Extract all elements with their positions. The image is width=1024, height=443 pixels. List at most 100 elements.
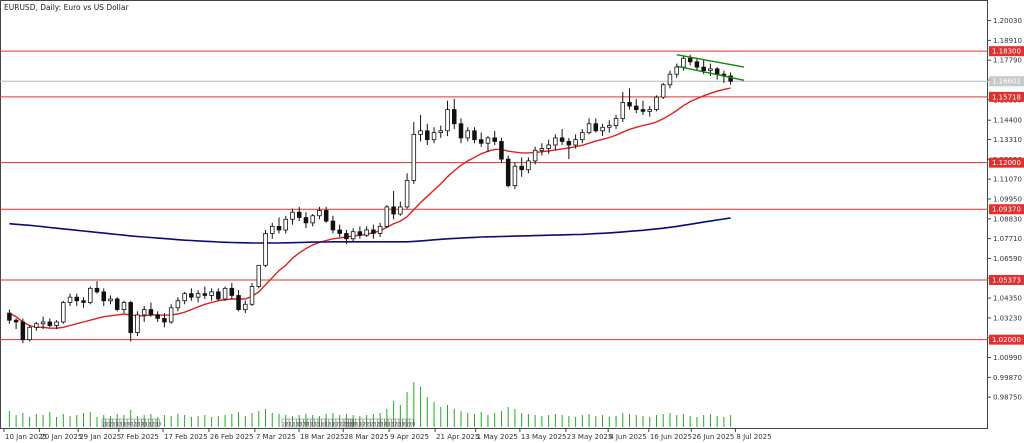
y-tick-label: 1.00990 (993, 354, 1022, 362)
candle-bearish (559, 137, 565, 142)
candle-bullish (34, 323, 39, 328)
candle-bearish (216, 291, 221, 300)
candle-bullish (195, 293, 201, 298)
candle-bearish (458, 123, 464, 139)
candle-bullish (168, 307, 174, 323)
channel-lower-line (676, 65, 745, 82)
candle-bearish (81, 300, 86, 303)
candle-bearish (499, 141, 504, 160)
y-tick-label: 1.06590 (993, 255, 1022, 263)
candle-bullish (580, 132, 585, 141)
candle-bullish (485, 137, 491, 144)
volume-label: 16 (389, 422, 395, 427)
candle-bullish (121, 302, 127, 310)
y-tick-label: 1.18910 (993, 37, 1022, 45)
volume-label: 18 (153, 422, 159, 427)
chart-title: EURUSD, Daily: Euro vs US Dollar (4, 3, 129, 12)
level-price-label: 1.15718 (992, 93, 1021, 101)
ma-slow-line (9, 217, 731, 244)
candle-bullish (431, 132, 437, 141)
x-tick-label: 28 Mar 2025 (344, 433, 388, 441)
current-price-tag (989, 76, 1024, 87)
candle-bullish (310, 215, 315, 224)
y-tick-label: 1.13310 (993, 136, 1022, 144)
y-tick-label: 1.17790 (993, 57, 1022, 65)
volume-label: 14 (120, 422, 126, 427)
level-price-tag (989, 46, 1024, 57)
level-price-label: 1.05373 (992, 276, 1021, 284)
candle-bullish (586, 123, 592, 133)
volume-label: 21 (286, 422, 292, 427)
volume-label: 17 (322, 422, 328, 427)
volume-label: 16 (124, 422, 130, 427)
volume-label: 20 (403, 422, 409, 427)
volume-label: 13 (378, 422, 384, 427)
candle-bearish (566, 141, 572, 146)
volume-label: 23 (110, 422, 116, 427)
volume-label: 22 (407, 422, 413, 427)
candle-bullish (27, 326, 32, 341)
candle-bullish (418, 130, 423, 135)
volume-label: 19 (329, 422, 335, 427)
volume-label: 18 (326, 422, 332, 427)
candle-bearish (593, 123, 599, 132)
volume-label: 13 (117, 422, 123, 427)
volume-label: 20 (282, 422, 288, 427)
candle-bearish (519, 165, 524, 171)
y-tick-label: 1.09950 (993, 195, 1022, 203)
volume-label: 19 (156, 422, 162, 427)
candle-bearish (7, 312, 12, 321)
candle-bearish (714, 68, 720, 75)
level-price-tag (989, 157, 1024, 168)
volume-label: 16 (293, 422, 299, 427)
volume-label-box (155, 418, 160, 428)
candle-bearish (20, 321, 26, 341)
y-tick-label: 0.99870 (993, 374, 1022, 382)
candle-bearish (296, 211, 302, 218)
x-tick-label: 17 Feb 2025 (164, 433, 208, 441)
candle-bearish (229, 287, 235, 296)
x-tick-label: 21 Apr 2025 (436, 433, 479, 441)
candle-bullish (54, 321, 59, 326)
y-tick-label: 1.07710 (993, 235, 1022, 243)
candle-bullish (512, 165, 518, 187)
candle-bullish (660, 84, 666, 98)
volume-label: 19 (399, 422, 405, 427)
volume-label: 14 (351, 422, 357, 427)
candle-bearish (276, 225, 282, 231)
volume-label: 21 (336, 422, 342, 427)
x-tick-label: 18 Mar 2025 (300, 433, 344, 441)
current-price-label: 1.16601 (992, 78, 1021, 86)
y-tick-label: 1.08830 (993, 215, 1022, 223)
candle-bearish (627, 102, 632, 107)
candle-bullish (681, 57, 686, 68)
candle-bullish (108, 298, 113, 302)
candle-bullish (249, 286, 255, 305)
candle-bearish (128, 302, 133, 333)
x-tick-label: 13 May 2025 (521, 433, 567, 441)
volume-label: 13 (311, 422, 317, 427)
y-tick-label: 1.20030 (993, 17, 1022, 25)
candle-bullish (290, 211, 295, 220)
level-price-label: 1.12000 (992, 159, 1021, 167)
volume-label: 20 (333, 422, 339, 427)
candle-bearish (148, 309, 154, 316)
level-price-tag (989, 274, 1024, 285)
x-tick-label: 7 Mar 2025 (256, 433, 296, 441)
level-price-tag (989, 91, 1024, 102)
candle-bullish (546, 144, 551, 149)
x-tick-label: 7 Feb 2025 (120, 433, 159, 441)
volume-label: 22 (106, 422, 112, 427)
y-tick-label: 1.03230 (993, 314, 1022, 322)
candle-bearish (202, 293, 208, 296)
x-tick-label: 29 Jan 2025 (79, 433, 121, 441)
volume-label: 17 (353, 422, 359, 427)
y-tick-label: 1.11070 (993, 176, 1022, 184)
candle-bearish (452, 109, 457, 125)
candle-bearish (634, 105, 639, 110)
volume-label: 18 (356, 422, 362, 427)
candle-bullish (182, 293, 187, 302)
volume-label: 19 (308, 422, 314, 427)
candle-bullish (411, 133, 417, 181)
candle-bearish (694, 61, 700, 68)
